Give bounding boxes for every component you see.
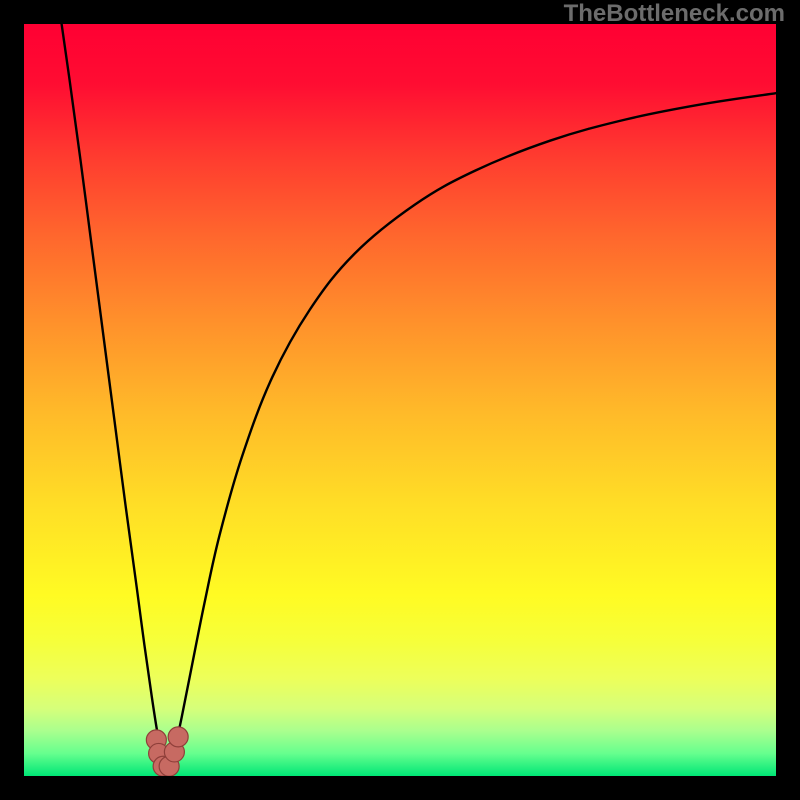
plot-area [24, 24, 776, 776]
data-marker [168, 727, 188, 747]
bottleneck-chart-svg [24, 24, 776, 776]
chart-container: TheBottleneck.com [0, 0, 800, 800]
watermark-text: TheBottleneck.com [564, 0, 785, 28]
gradient-background [24, 24, 776, 776]
